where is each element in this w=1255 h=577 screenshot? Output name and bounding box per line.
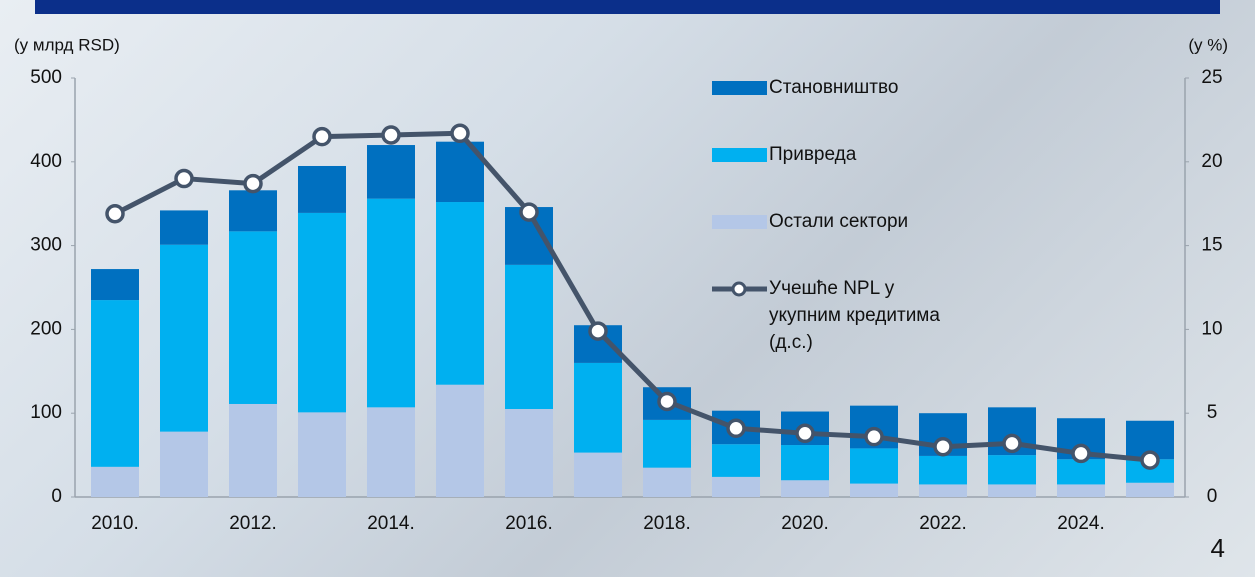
line-marker [1004, 435, 1020, 451]
bar-segment [160, 432, 208, 497]
bar-segment [919, 484, 967, 497]
line-marker [659, 393, 675, 409]
legend-swatch [712, 81, 767, 95]
bar-segment [160, 210, 208, 244]
y-tick-label: 100 [30, 402, 62, 423]
x-tick-label: 2024. [1057, 513, 1105, 534]
page-number: 4 [1211, 533, 1225, 563]
y-tick-label: 300 [30, 235, 62, 256]
bar-segment [91, 467, 139, 497]
bar-segment [1057, 484, 1105, 497]
bar-segment [91, 300, 139, 467]
bar-segment [574, 363, 622, 453]
bar-segment [505, 265, 553, 409]
bar-segment [1126, 483, 1174, 497]
bar-segment [229, 190, 277, 231]
bar-segment [781, 480, 829, 497]
line-marker [383, 127, 399, 143]
y2-tick-label: 10 [1201, 318, 1222, 339]
line-marker [866, 429, 882, 445]
bar-segment [988, 455, 1036, 484]
bar-segment [643, 420, 691, 468]
bar-segment [367, 145, 415, 199]
bar-segment [298, 412, 346, 497]
y-tick-label: 400 [30, 151, 62, 172]
legend-label: Привреда [769, 144, 857, 165]
bar-segment [298, 213, 346, 412]
bar-segment [229, 231, 277, 404]
y-tick-label: 200 [30, 318, 62, 339]
x-tick-label: 2010. [91, 513, 139, 534]
line-marker [797, 425, 813, 441]
bar-segment [367, 199, 415, 408]
bar-segment [367, 407, 415, 497]
bar-segment [298, 166, 346, 213]
y2-tick-label: 25 [1201, 67, 1222, 88]
bar-segment [850, 484, 898, 497]
y2-axis-label: (у %) [1188, 35, 1228, 54]
bar-segment [712, 477, 760, 497]
line-marker [314, 129, 330, 145]
bar-segment [712, 444, 760, 477]
bar-segment [919, 456, 967, 484]
y2-tick-label: 15 [1201, 235, 1222, 256]
line-marker [935, 439, 951, 455]
line-marker [107, 206, 123, 222]
legend-swatch [712, 215, 767, 229]
bar-segment [505, 409, 553, 497]
bar-segment [436, 202, 484, 385]
line-marker [1073, 445, 1089, 461]
chart: (у млрд RSD) (у %) 4 0 100 200 300 400 500 0 5 1… [0, 0, 1255, 577]
bar-segment [988, 484, 1036, 497]
slide: (у млрд RSD) (у %) 4 0 100 200 300 400 500 0 5 1… [0, 0, 1255, 577]
y2-tick-label: 20 [1201, 151, 1222, 172]
x-tick-label: 2020. [781, 513, 829, 534]
x-tick-label: 2014. [367, 513, 415, 534]
x-tick-label: 2022. [919, 513, 967, 534]
line-marker [176, 171, 192, 187]
line-marker [245, 176, 261, 192]
header-stripe [35, 0, 1220, 14]
line-marker [728, 420, 744, 436]
legend-marker [733, 283, 745, 295]
bar-segment [436, 385, 484, 497]
bar-segment [574, 453, 622, 497]
line-marker [590, 323, 606, 339]
bar-segment [643, 468, 691, 497]
legend-swatch [712, 148, 767, 162]
line-marker [452, 125, 468, 141]
x-tick-label: 2018. [643, 513, 691, 534]
x-tick-label: 2016. [505, 513, 553, 534]
bar-segment [160, 245, 208, 432]
y2-tick-label: 5 [1207, 402, 1218, 423]
y-axis-label: (у млрд RSD) [14, 35, 120, 54]
bar-segment [229, 404, 277, 497]
y-tick-label: 0 [51, 486, 62, 507]
bar-segment [850, 448, 898, 483]
line-marker [521, 204, 537, 220]
y2-tick-label: 0 [1207, 486, 1218, 507]
x-tick-label: 2012. [229, 513, 277, 534]
bar-segment [91, 269, 139, 300]
bar-segment [781, 445, 829, 480]
legend-label: Становништво [769, 77, 898, 98]
legend-label: Остали сектори [769, 211, 908, 232]
y-tick-label: 500 [30, 67, 62, 88]
line-marker [1142, 452, 1158, 468]
